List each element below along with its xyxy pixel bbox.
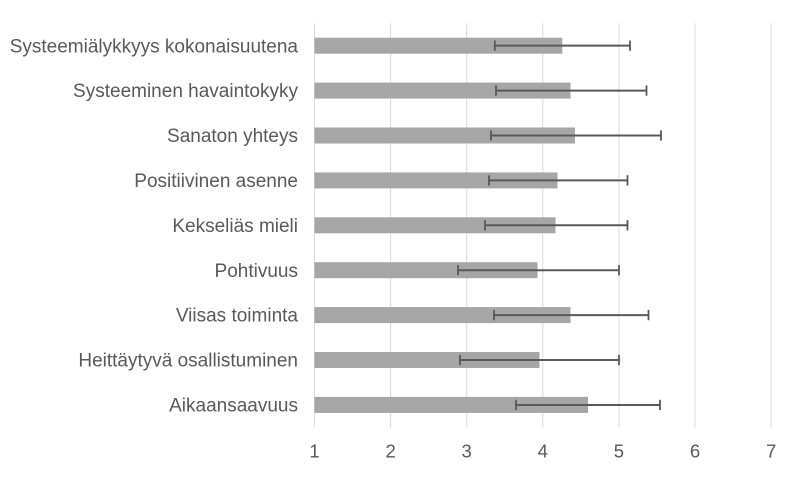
svg-text:Positiivinen asenne: Positiivinen asenne bbox=[134, 171, 298, 192]
svg-text:Systeemiälykkyys kokonaisuuten: Systeemiälykkyys kokonaisuutena bbox=[10, 36, 299, 57]
svg-text:1: 1 bbox=[309, 441, 319, 462]
svg-text:3: 3 bbox=[462, 441, 472, 462]
svg-text:7: 7 bbox=[766, 441, 776, 462]
svg-text:Systeeminen havaintokyky: Systeeminen havaintokyky bbox=[73, 81, 298, 102]
svg-text:Sanaton yhteys: Sanaton yhteys bbox=[167, 126, 298, 147]
svg-text:Pohtivuus: Pohtivuus bbox=[215, 261, 298, 282]
svg-text:6: 6 bbox=[690, 441, 700, 462]
svg-text:Heittäytyvä osallistuminen: Heittäytyvä osallistuminen bbox=[78, 351, 298, 372]
svg-text:Viisas toiminta: Viisas toiminta bbox=[176, 306, 299, 327]
svg-text:5: 5 bbox=[614, 441, 624, 462]
svg-text:Kekseliäs mieli: Kekseliäs mieli bbox=[172, 216, 298, 237]
svg-text:2: 2 bbox=[385, 441, 395, 462]
svg-text:Aikaansaavuus: Aikaansaavuus bbox=[169, 396, 298, 417]
svg-text:4: 4 bbox=[538, 441, 548, 462]
